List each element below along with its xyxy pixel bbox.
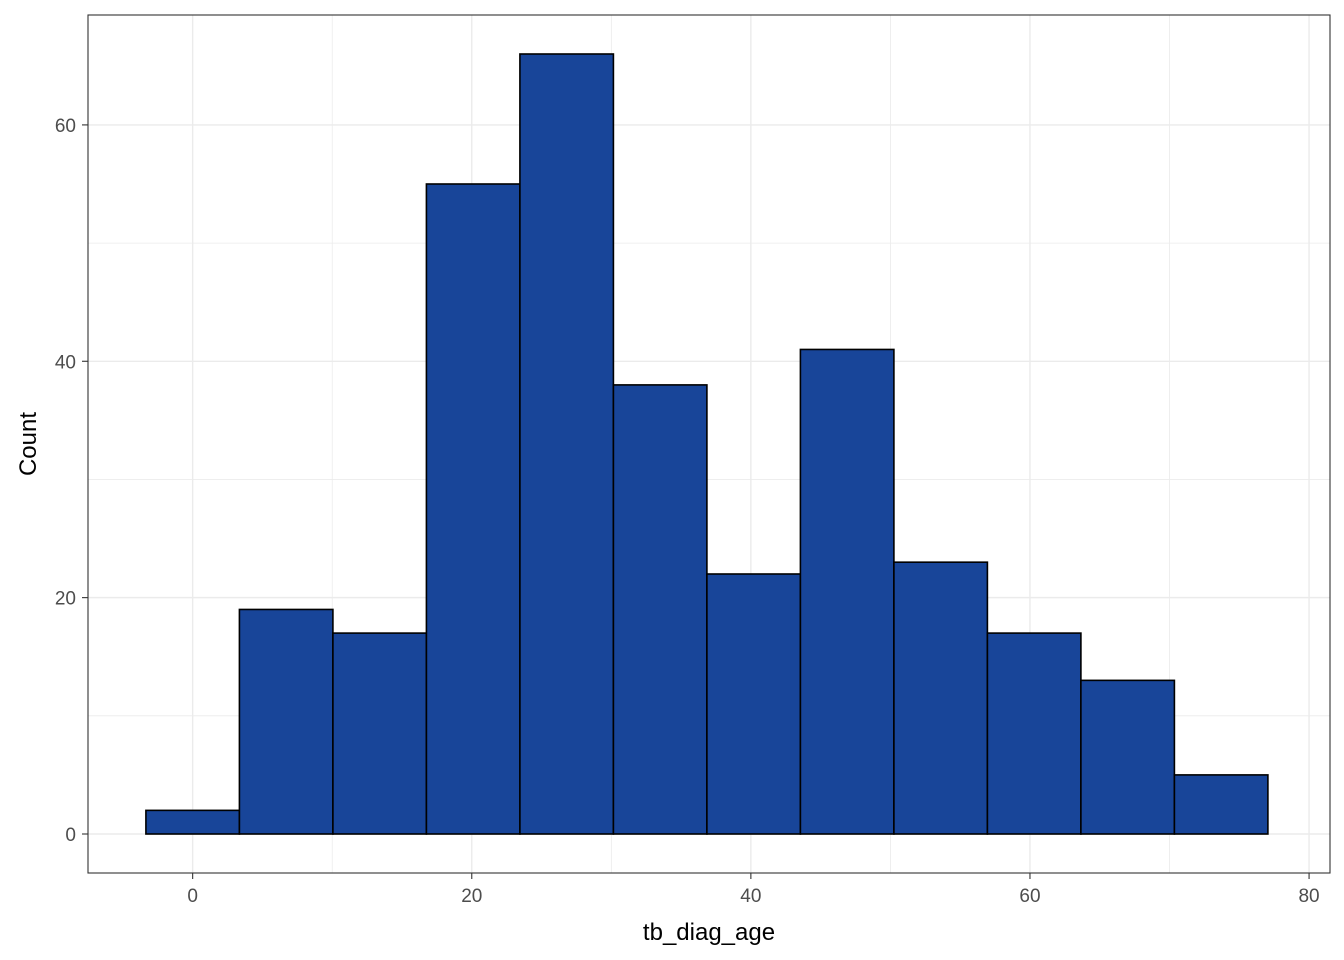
y-axis: 0 20 40 60 (55, 116, 88, 846)
x-tick-label: 40 (740, 886, 761, 907)
x-tick-label: 20 (461, 886, 482, 907)
y-tick-label: 20 (55, 589, 76, 610)
y-tick-label: 40 (55, 352, 76, 373)
histogram-bar (986, 632, 1082, 835)
histogram-bar (612, 384, 708, 835)
x-tick-label: 0 (187, 886, 198, 907)
x-axis-title: tb_diag_age (643, 919, 775, 946)
x-tick-label: 80 (1298, 886, 1319, 907)
histogram-bar (1080, 679, 1176, 835)
histogram-bar (332, 632, 428, 835)
panel-border (87, 14, 1331, 874)
histogram-bar (706, 573, 802, 835)
histogram-bar (893, 561, 989, 835)
histogram-bar (799, 348, 895, 835)
y-axis-title: Count (15, 412, 42, 476)
y-tick-label: 60 (55, 116, 76, 137)
histogram-bar (519, 53, 615, 835)
histogram-bar (238, 608, 334, 835)
histogram-bar (425, 183, 521, 835)
histogram-bar (1173, 774, 1269, 835)
histogram-bar (145, 809, 241, 835)
x-axis: 0 20 40 60 80 (187, 873, 1320, 907)
y-tick-label: 0 (65, 825, 76, 846)
histogram-bars (145, 53, 1269, 835)
x-tick-label: 60 (1019, 886, 1040, 907)
